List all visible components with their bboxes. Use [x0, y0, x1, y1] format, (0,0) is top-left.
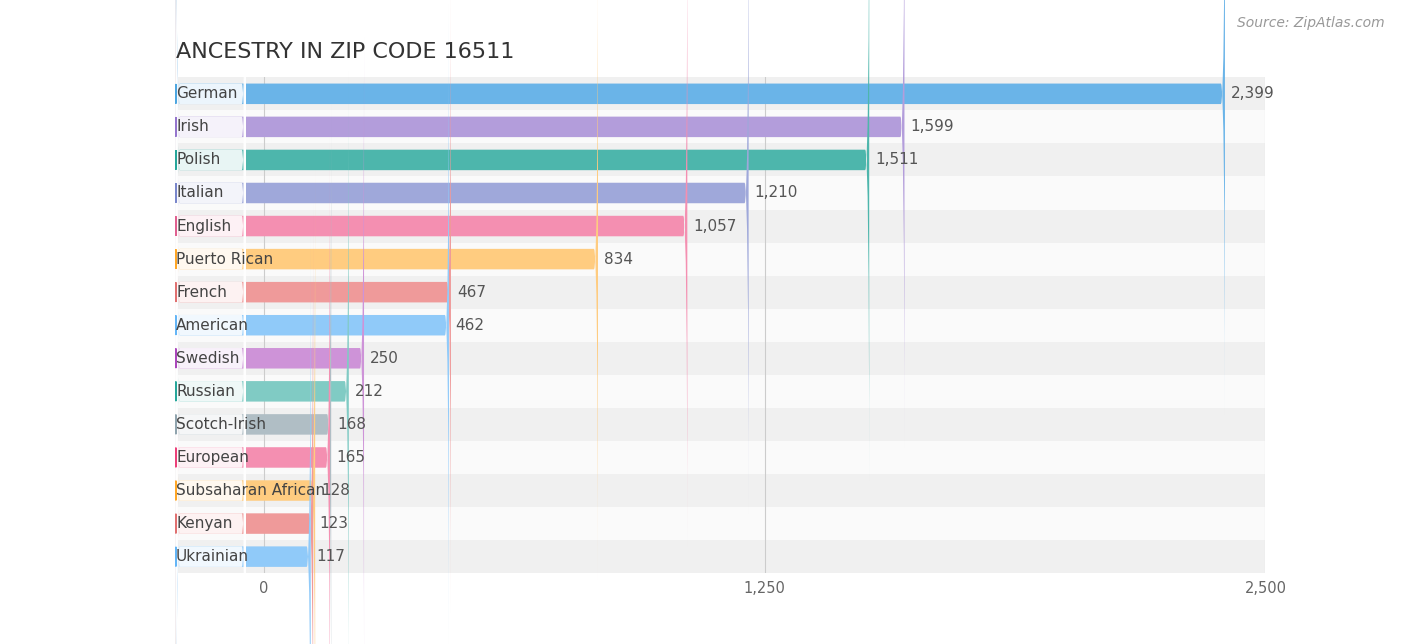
Text: 2,399: 2,399 — [1230, 86, 1275, 101]
FancyBboxPatch shape — [176, 104, 332, 644]
FancyBboxPatch shape — [176, 38, 246, 644]
Text: 1,511: 1,511 — [875, 153, 918, 167]
Text: European: European — [176, 450, 249, 465]
Bar — [176, 540, 1265, 573]
FancyBboxPatch shape — [176, 0, 246, 612]
FancyBboxPatch shape — [176, 5, 449, 644]
FancyBboxPatch shape — [176, 170, 315, 644]
Text: 834: 834 — [605, 252, 633, 267]
Bar — [176, 342, 1265, 375]
Bar — [176, 110, 1265, 144]
Text: English: English — [176, 218, 231, 234]
FancyBboxPatch shape — [176, 0, 1225, 414]
Bar — [176, 441, 1265, 474]
FancyBboxPatch shape — [176, 0, 869, 480]
FancyBboxPatch shape — [176, 5, 246, 644]
Text: Italian: Italian — [176, 185, 224, 200]
FancyBboxPatch shape — [176, 71, 246, 644]
Text: 467: 467 — [457, 285, 486, 299]
Text: American: American — [176, 317, 249, 333]
Bar — [176, 507, 1265, 540]
Text: 1,210: 1,210 — [755, 185, 799, 200]
Text: 128: 128 — [321, 483, 350, 498]
FancyBboxPatch shape — [176, 38, 364, 644]
Text: 1,599: 1,599 — [911, 119, 955, 135]
Bar — [176, 209, 1265, 243]
FancyBboxPatch shape — [176, 137, 330, 644]
FancyBboxPatch shape — [176, 0, 246, 414]
FancyBboxPatch shape — [176, 0, 748, 513]
Text: 165: 165 — [336, 450, 366, 465]
FancyBboxPatch shape — [176, 137, 246, 644]
FancyBboxPatch shape — [176, 0, 451, 612]
FancyBboxPatch shape — [176, 170, 246, 644]
Text: German: German — [176, 86, 238, 101]
Text: French: French — [176, 285, 226, 299]
Bar — [176, 276, 1265, 308]
Text: Ukrainian: Ukrainian — [176, 549, 249, 564]
Bar — [176, 375, 1265, 408]
Text: Subsaharan African: Subsaharan African — [176, 483, 325, 498]
FancyBboxPatch shape — [176, 0, 904, 447]
Text: 1,057: 1,057 — [693, 218, 737, 234]
FancyBboxPatch shape — [176, 204, 246, 644]
FancyBboxPatch shape — [176, 0, 246, 580]
Text: 117: 117 — [316, 549, 346, 564]
FancyBboxPatch shape — [176, 0, 598, 580]
Bar — [176, 144, 1265, 176]
FancyBboxPatch shape — [176, 0, 246, 513]
Bar — [176, 77, 1265, 110]
FancyBboxPatch shape — [176, 104, 246, 644]
Text: 250: 250 — [370, 351, 399, 366]
FancyBboxPatch shape — [176, 0, 246, 480]
Text: Russian: Russian — [176, 384, 235, 399]
FancyBboxPatch shape — [176, 0, 246, 546]
Bar — [176, 243, 1265, 276]
Text: Source: ZipAtlas.com: Source: ZipAtlas.com — [1237, 16, 1385, 30]
Text: Scotch-Irish: Scotch-Irish — [176, 417, 266, 432]
Bar — [176, 408, 1265, 441]
Text: 123: 123 — [319, 516, 349, 531]
FancyBboxPatch shape — [176, 71, 349, 644]
FancyBboxPatch shape — [176, 236, 311, 644]
Bar — [176, 176, 1265, 209]
Bar — [176, 474, 1265, 507]
FancyBboxPatch shape — [176, 236, 246, 644]
Bar — [176, 308, 1265, 342]
Text: Puerto Rican: Puerto Rican — [176, 252, 273, 267]
Text: Polish: Polish — [176, 153, 221, 167]
FancyBboxPatch shape — [176, 0, 246, 447]
Text: Kenyan: Kenyan — [176, 516, 232, 531]
Text: Swedish: Swedish — [176, 351, 239, 366]
Text: ANCESTRY IN ZIP CODE 16511: ANCESTRY IN ZIP CODE 16511 — [176, 42, 515, 62]
FancyBboxPatch shape — [176, 0, 688, 546]
FancyBboxPatch shape — [176, 204, 314, 644]
Text: Irish: Irish — [176, 119, 208, 135]
Text: 212: 212 — [354, 384, 384, 399]
Text: 462: 462 — [456, 317, 484, 333]
Text: 168: 168 — [337, 417, 366, 432]
